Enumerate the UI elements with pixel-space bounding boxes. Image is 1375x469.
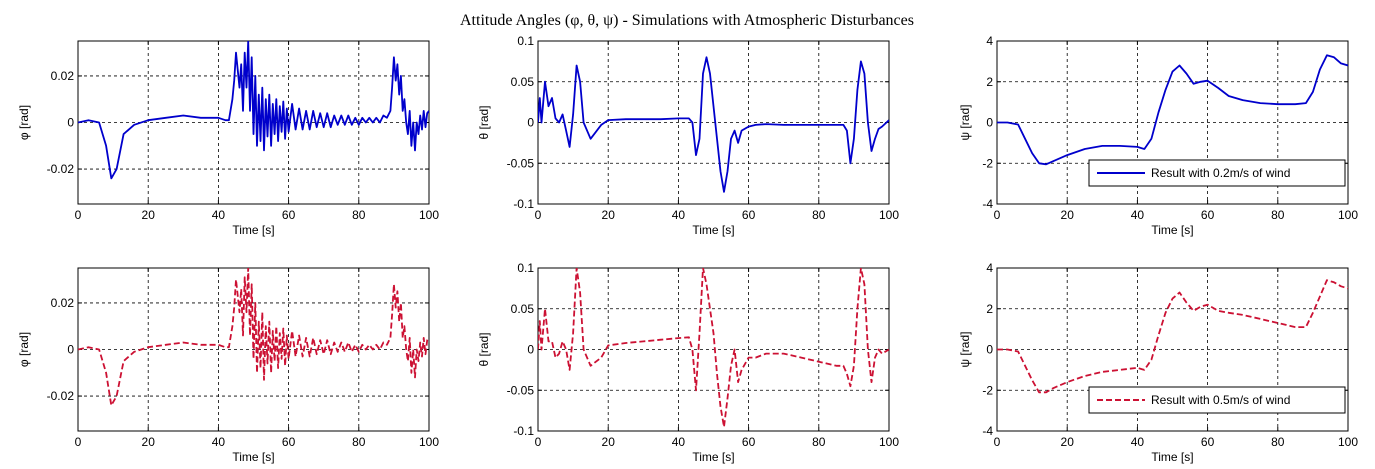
subplot-0-1: 0 20 40 60 80 100 -0.1 -0.05 0 0.05 0.1 Time [s] θ [… — [477, 34, 899, 237]
x-tick-label: 40 — [212, 435, 226, 449]
y-axis-label: φ [rad] — [17, 332, 31, 367]
series-line — [538, 56, 889, 193]
x-tick-label: 0 — [994, 435, 1001, 449]
y-tick-label: -2 — [982, 156, 993, 170]
y-tick-label: 0.05 — [511, 302, 535, 316]
legend-label: Result with 0.2m/s of wind — [1151, 166, 1290, 180]
x-tick-label: 40 — [672, 435, 686, 449]
x-tick-label: 100 — [419, 435, 439, 449]
y-tick-label: 0 — [527, 343, 534, 357]
y-tick-label: 4 — [986, 34, 993, 48]
legend-box — [1088, 159, 1346, 187]
y-tick-label: 0 — [527, 116, 534, 130]
y-tick-label: 0.02 — [51, 69, 75, 83]
y-tick-label: -4 — [982, 424, 993, 438]
y-tick-label: -0.02 — [47, 162, 75, 176]
x-tick-label: 0 — [994, 208, 1001, 222]
y-tick-label: -0.02 — [47, 389, 75, 403]
x-tick-label: 20 — [1061, 435, 1075, 449]
y-tick-label: 2 — [986, 75, 993, 89]
x-tick-label: 40 — [1131, 208, 1145, 222]
x-tick-label: 0 — [75, 208, 82, 222]
y-tick-label: -0.1 — [513, 424, 534, 438]
y-tick-label: 2 — [986, 302, 993, 316]
x-tick-label: 20 — [1061, 208, 1075, 222]
x-tick-label: 0 — [75, 435, 82, 449]
x-tick-label: 20 — [142, 435, 156, 449]
y-tick-label: 0.05 — [511, 75, 535, 89]
x-tick-label: 80 — [352, 208, 366, 222]
x-tick-label: 60 — [742, 435, 756, 449]
subplot-1-0: 0 20 40 60 80 100 -0.02 0 0.02 Time [s] φ [rad] — [17, 267, 439, 464]
y-tick-label: -0.05 — [507, 156, 535, 170]
x-tick-label: 60 — [742, 208, 756, 222]
y-tick-label: -0.05 — [507, 383, 535, 397]
x-axis-label: Time [s] — [232, 450, 274, 464]
x-axis-label: Time [s] — [1151, 223, 1193, 237]
series-line — [78, 41, 429, 180]
subplot-0-2: 0 20 40 60 80 100 -4 -2 0 2 4 Time [s] ψ [rad] Result… — [958, 34, 1358, 237]
y-tick-label: 0 — [986, 116, 993, 130]
y-tick-label: -0.1 — [513, 197, 534, 211]
x-axis-label: Time [s] — [1151, 450, 1193, 464]
y-tick-label: 0.1 — [517, 34, 534, 48]
y-tick-label: 0 — [986, 343, 993, 357]
x-tick-label: 60 — [1201, 435, 1215, 449]
series-line — [997, 54, 1348, 166]
y-tick-label: 0.1 — [517, 261, 534, 275]
y-tick-label: 0 — [67, 116, 74, 130]
series-line — [997, 279, 1348, 394]
legend-label: Result with 0.5m/s of wind — [1151, 393, 1290, 407]
x-tick-label: 100 — [1338, 208, 1358, 222]
x-tick-label: 80 — [1271, 208, 1285, 222]
x-axis-label: Time [s] — [692, 450, 734, 464]
y-axis-label: φ [rad] — [17, 105, 31, 140]
x-tick-label: 100 — [1338, 435, 1358, 449]
x-tick-label: 80 — [352, 435, 366, 449]
x-axis-label: Time [s] — [692, 223, 734, 237]
x-tick-label: 0 — [535, 208, 542, 222]
y-axis-label: θ [rad] — [477, 332, 491, 366]
x-tick-label: 20 — [142, 208, 156, 222]
x-tick-label: 40 — [672, 208, 686, 222]
x-tick-label: 100 — [879, 435, 899, 449]
x-tick-label: 100 — [879, 208, 899, 222]
y-axis-label: ψ [rad] — [958, 332, 972, 368]
y-tick-label: 0 — [67, 343, 74, 357]
subplot-1-2: 0 20 40 60 80 100 -4 -2 0 2 4 Time [s] ψ [rad] Result… — [958, 261, 1358, 464]
legend: Result with 0.2m/s of wind — [1088, 159, 1346, 187]
x-tick-label: 20 — [602, 208, 616, 222]
x-axis-label: Time [s] — [232, 223, 274, 237]
y-axis-label: θ [rad] — [477, 105, 491, 139]
y-tick-label: -4 — [982, 197, 993, 211]
y-tick-label: 0.02 — [51, 296, 75, 310]
x-tick-label: 80 — [812, 208, 826, 222]
y-tick-label: -2 — [982, 383, 993, 397]
figure-title: Attitude Angles (φ, θ, ψ) - Simulations … — [460, 12, 914, 29]
y-axis-label: ψ [rad] — [958, 105, 972, 141]
x-tick-label: 20 — [602, 435, 616, 449]
x-tick-label: 60 — [282, 435, 296, 449]
series-line — [538, 268, 889, 428]
legend: Result with 0.5m/s of wind — [1088, 386, 1346, 414]
x-tick-label: 80 — [1271, 435, 1285, 449]
series-line — [78, 268, 429, 407]
x-tick-label: 60 — [1201, 208, 1215, 222]
x-tick-label: 100 — [419, 208, 439, 222]
y-tick-label: 4 — [986, 261, 993, 275]
legend-box — [1088, 386, 1346, 414]
x-tick-label: 40 — [1131, 435, 1145, 449]
x-tick-label: 0 — [535, 435, 542, 449]
x-tick-label: 80 — [812, 435, 826, 449]
subplot-1-1: 0 20 40 60 80 100 -0.1 -0.05 0 0.05 0.1 Time [s] θ [… — [477, 261, 899, 464]
subplot-0-0: 0 20 40 60 80 100 -0.02 0 0.02 Time [s] φ [rad] — [17, 40, 439, 237]
x-tick-label: 60 — [282, 208, 296, 222]
x-tick-label: 40 — [212, 208, 226, 222]
